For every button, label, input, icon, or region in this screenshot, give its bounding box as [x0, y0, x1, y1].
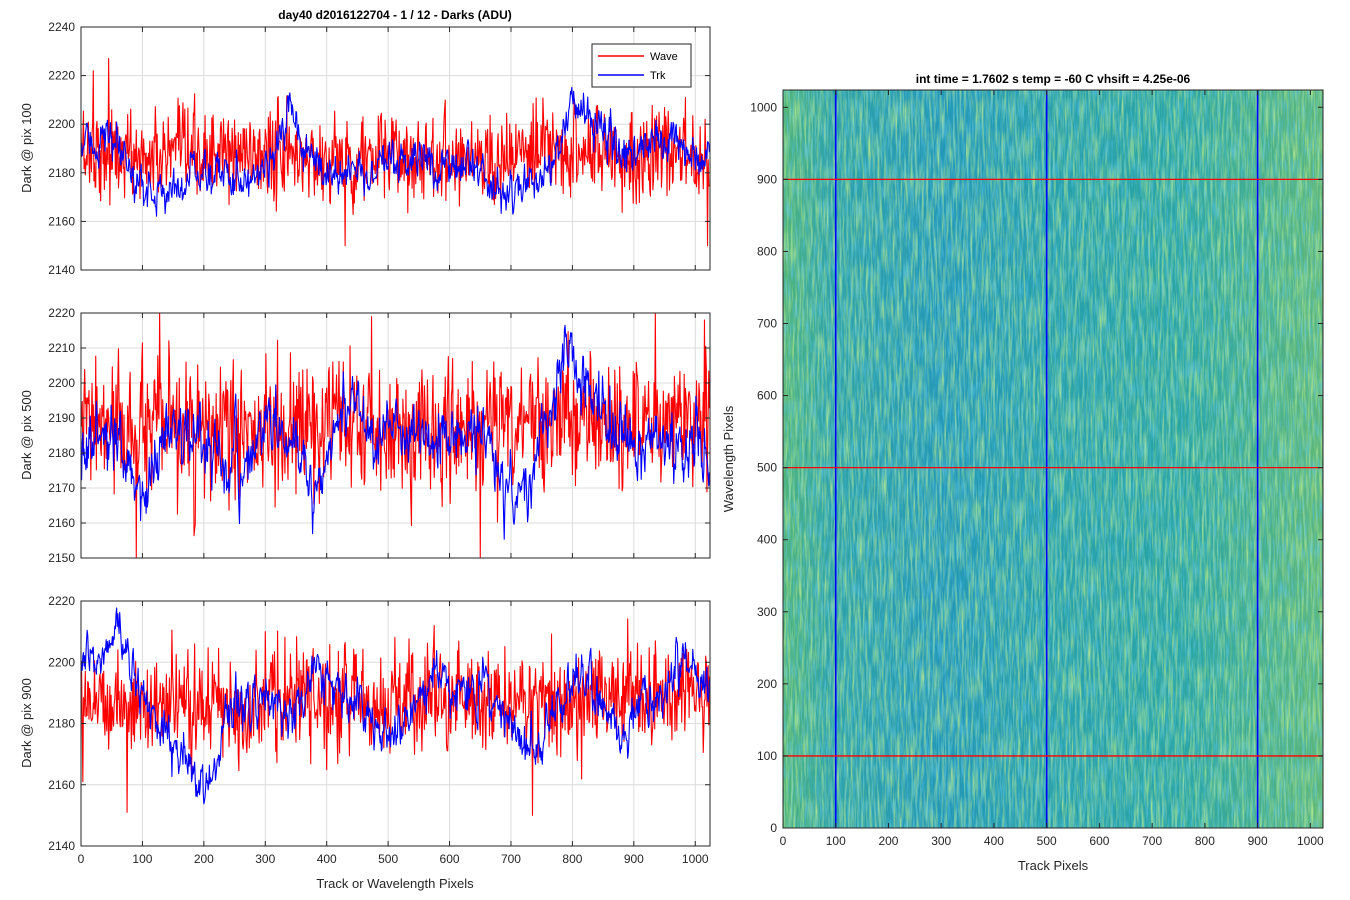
x-tick-label: 700: [501, 852, 521, 866]
series-layer: [81, 607, 710, 816]
y-tick-label: 2140: [48, 839, 75, 853]
ticks: 0 100 200 300 400 500 600 700 800 900 1000 2140 2160…: [48, 594, 710, 866]
series-line-trk: [81, 324, 710, 540]
y-tick-label: 700: [757, 317, 777, 331]
x-tick-label: 1000: [682, 852, 709, 866]
y-tick-label: 2200: [48, 117, 75, 131]
y-tick-label: 2240: [48, 20, 75, 34]
legend-entry-trk: Trk: [650, 70, 666, 82]
x-tick-label: 900: [1248, 834, 1268, 848]
series-line-wave: [81, 313, 710, 558]
x-tick-label: 200: [194, 852, 214, 866]
x-tick-label: 300: [931, 834, 951, 848]
x-axis-label: Track Pixels: [1018, 858, 1089, 873]
y-tick-label: 0: [770, 821, 777, 835]
x-axis-label: Track or Wavelength Pixels: [316, 876, 474, 891]
legend: Wave Trk: [591, 43, 692, 88]
y-tick-label: 2160: [48, 214, 75, 228]
x-tick-label: 200: [878, 834, 898, 848]
y-tick-label: 600: [757, 389, 777, 403]
figure-title: day40 d2016122704 - 1 / 12 - Darks (ADU): [278, 8, 511, 22]
y-tick-label: 2210: [48, 341, 75, 355]
x-tick-label: 100: [826, 834, 846, 848]
series-line-trk: [81, 86, 710, 217]
y-tick-label: 2220: [48, 69, 75, 83]
y-tick-label: 2200: [48, 655, 75, 669]
x-tick-label: 800: [1195, 834, 1215, 848]
x-tick-label: 500: [1037, 834, 1057, 848]
dark-frame-heatmap: 0 100 200 300 400 500 600 700 800 900 1000 0 100 200 3…: [721, 72, 1324, 873]
dark-pix500-plot: 2150 2160 2170 2180 2190 2200 2210 2220 Dark @ …: [19, 306, 711, 565]
series-layer: [81, 58, 710, 247]
y-tick-label: 2220: [48, 306, 75, 320]
x-tick-label: 800: [562, 852, 582, 866]
x-tick-label: 0: [780, 834, 787, 848]
y-tick-label: 2180: [48, 446, 75, 460]
y-tick-label: 2180: [48, 717, 75, 731]
axes-frame: [782, 89, 1324, 829]
y-tick-label: 2190: [48, 411, 75, 425]
y-tick-label: 100: [757, 749, 777, 763]
heatmap-title: int time = 1.7602 s temp = -60 C vhsift …: [916, 72, 1191, 86]
y-axis-label: Dark @ pix 500: [19, 390, 34, 480]
x-tick-label: 600: [440, 852, 460, 866]
ticks: 0 100 200 300 400 500 600 700 800 900 1000 0 100 200 3…: [750, 90, 1324, 848]
y-tick-label: 2140: [48, 263, 75, 277]
y-axis-label: Dark @ pix 900: [19, 678, 34, 768]
series-line-wave: [81, 618, 710, 816]
dark-pix100-plot: 2140 2160 2180 2200 2220 2240 day40 d20161227…: [19, 8, 711, 277]
x-tick-label: 700: [1142, 834, 1162, 848]
x-tick-label: 0: [78, 852, 85, 866]
axes-frame: [80, 312, 711, 559]
y-tick-label: 2220: [48, 594, 75, 608]
x-tick-label: 500: [378, 852, 398, 866]
y-tick-label: 2180: [48, 166, 75, 180]
y-tick-label: 2150: [48, 551, 75, 565]
series-layer: [81, 313, 710, 558]
x-tick-label: 400: [317, 852, 337, 866]
y-tick-label: 900: [757, 172, 777, 186]
series-line-wave: [81, 58, 710, 247]
ticks: 2140 2160 2180 2200 2220 2240: [48, 20, 710, 277]
y-tick-label: 2160: [48, 778, 75, 792]
legend-entry-wave: Wave: [650, 51, 678, 63]
y-tick-label: 500: [757, 461, 777, 475]
heatmap-image: [783, 90, 1323, 828]
x-tick-label: 100: [132, 852, 152, 866]
x-tick-label: 600: [1089, 834, 1109, 848]
y-axis-label: Wavelength Pixels: [721, 405, 736, 512]
axes-frame: [80, 26, 711, 271]
ticks: 2150 2160 2170 2180 2190 2200 2210 2220: [48, 306, 710, 565]
y-tick-label: 1000: [750, 100, 777, 114]
y-tick-label: 300: [757, 605, 777, 619]
y-tick-label: 400: [757, 533, 777, 547]
marker-lines: [783, 90, 1323, 828]
series-line-trk: [81, 607, 710, 805]
dark-pix900-plot: 0 100 200 300 400 500 600 700 800 900 1000 2140 2160…: [19, 594, 711, 891]
x-tick-label: 900: [624, 852, 644, 866]
y-tick-label: 200: [757, 677, 777, 691]
x-tick-label: 300: [255, 852, 275, 866]
legend-box: [591, 43, 692, 88]
y-axis-label: Dark @ pix 100: [19, 103, 34, 193]
y-tick-label: 800: [757, 244, 777, 258]
x-tick-label: 400: [984, 834, 1004, 848]
y-tick-label: 2200: [48, 376, 75, 390]
y-tick-label: 2160: [48, 516, 75, 530]
x-tick-label: 1000: [1297, 834, 1324, 848]
y-tick-label: 2170: [48, 481, 75, 495]
